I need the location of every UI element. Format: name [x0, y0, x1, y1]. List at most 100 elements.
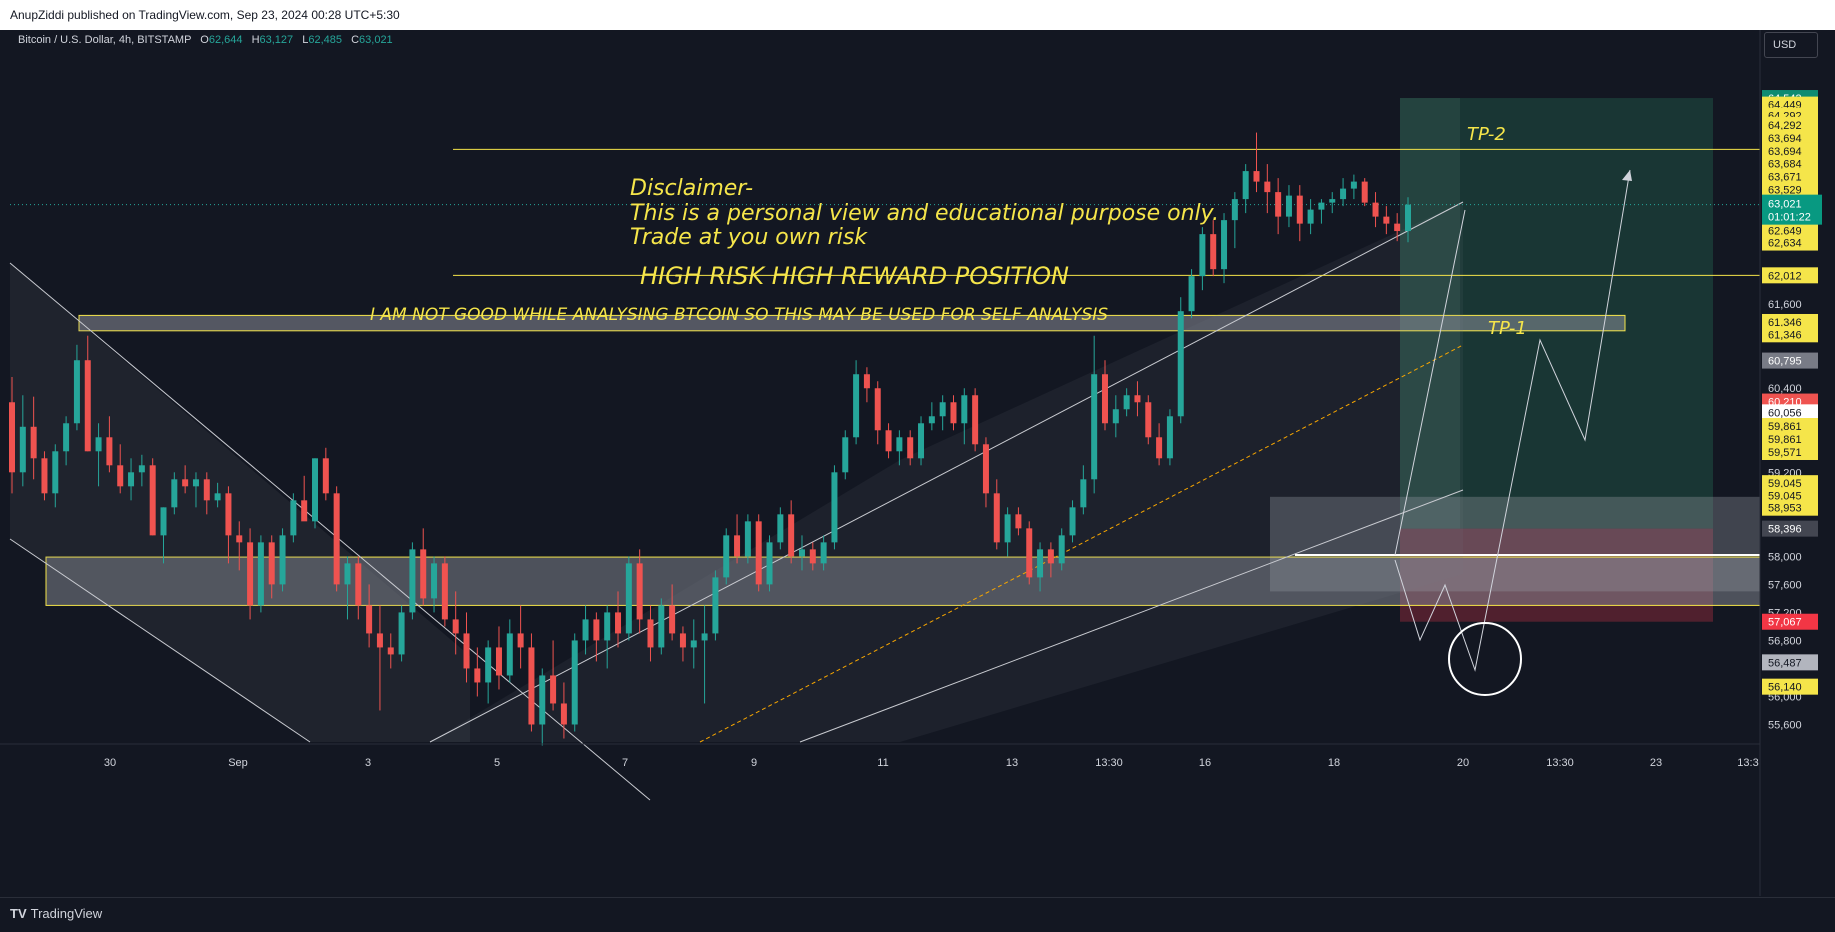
- candle: [1307, 199, 1314, 235]
- price-label: 63,694: [1762, 142, 1818, 159]
- candle: [679, 626, 686, 662]
- price-label-bg: [1762, 267, 1818, 284]
- candle-body: [517, 633, 524, 648]
- candle-body: [744, 521, 751, 557]
- candle-body: [593, 619, 600, 641]
- candle-body: [409, 549, 416, 613]
- candle: [376, 605, 383, 711]
- candle: [495, 626, 502, 690]
- currency-button[interactable]: USD: [1764, 32, 1818, 58]
- candle: [95, 423, 102, 487]
- candle-body: [387, 647, 394, 655]
- subline-text: I AM NOT GOOD WHILE ANALYSING BTCOIN SO …: [370, 305, 1108, 325]
- candle: [907, 430, 914, 466]
- candle: [30, 396, 37, 480]
- candle: [279, 528, 286, 592]
- candle: [301, 475, 308, 522]
- candle-body: [1318, 202, 1325, 210]
- candle-body: [485, 647, 492, 683]
- disclaimer-line1: This is a personal view and educational …: [630, 201, 1219, 226]
- price-label-bg: [1762, 155, 1818, 172]
- candle-body: [290, 500, 297, 536]
- candle-body: [30, 426, 37, 459]
- candle: [560, 682, 567, 739]
- candle: [528, 633, 535, 732]
- candle-body: [658, 605, 665, 648]
- candle-body: [73, 360, 80, 424]
- candle: [441, 556, 448, 627]
- descending-channel-fill: [10, 263, 470, 742]
- price-label: 63,684: [1762, 155, 1818, 172]
- x-tick-label: 11: [877, 757, 888, 769]
- candle-body: [615, 612, 622, 634]
- candle: [669, 584, 676, 641]
- candle-body: [1134, 395, 1141, 403]
- close-value: 63,021: [359, 34, 393, 46]
- price-label-text: 61,346: [1768, 329, 1802, 341]
- candle: [1134, 381, 1141, 417]
- candle: [225, 486, 232, 564]
- candle: [809, 542, 816, 571]
- long-position-shade: [1400, 98, 1460, 529]
- channel-midline: [699, 344, 1464, 743]
- candle: [1145, 395, 1152, 445]
- candle: [117, 444, 124, 494]
- price-label-bg: [1762, 181, 1818, 198]
- candle-body: [117, 465, 124, 487]
- candle-body: [1177, 311, 1184, 417]
- price-label: 59,571: [1762, 443, 1818, 460]
- price-label-bg: [1762, 654, 1818, 671]
- candle-body: [982, 444, 989, 494]
- candle-body: [247, 542, 254, 606]
- x-tick-label: 23: [1650, 757, 1662, 769]
- open-value: 62,644: [208, 34, 243, 46]
- candle-body: [755, 521, 762, 585]
- candle: [1188, 269, 1195, 319]
- x-tick-label: 5: [494, 757, 500, 769]
- price-label-bg: [1762, 520, 1818, 537]
- price-label-text: 56,140: [1768, 682, 1802, 694]
- candle: [1296, 185, 1303, 242]
- candle: [896, 430, 903, 466]
- candle-body: [1156, 437, 1163, 459]
- candle-body: [138, 465, 145, 473]
- entry-zone-box: [1270, 496, 1760, 592]
- headline-text: HIGH RISK HIGH REWARD POSITION: [640, 262, 1069, 290]
- candle: [1285, 185, 1292, 228]
- x-tick-label: 13:3: [1737, 757, 1758, 769]
- footer-bar: TV TradingView: [0, 897, 1835, 932]
- candle: [928, 402, 935, 431]
- price-chart[interactable]: Disclaimer-This is a personal view and e…: [0, 30, 1835, 896]
- candle-body: [907, 437, 914, 459]
- y-tick-label: 58,000: [1768, 551, 1802, 563]
- candle: [431, 556, 438, 613]
- candle: [1221, 213, 1228, 284]
- price-label: 59,045: [1762, 475, 1818, 492]
- candle: [1026, 521, 1033, 585]
- candle: [766, 535, 773, 592]
- x-tick-label: 3: [365, 757, 371, 769]
- candle: [1210, 220, 1217, 277]
- candle-body: [366, 605, 373, 634]
- candle: [106, 416, 113, 473]
- price-label-bg: [1762, 129, 1818, 146]
- candle-body: [1101, 374, 1108, 424]
- candle-body: [128, 472, 135, 487]
- candle: [236, 521, 243, 571]
- symbol-legend: Bitcoin / U.S. Dollar, 4h, BITSTAMP O62,…: [18, 34, 393, 46]
- candle-body: [809, 549, 816, 564]
- price-label-bg: [1762, 168, 1818, 185]
- price-label: 63,694: [1762, 129, 1818, 146]
- candle-body: [1340, 188, 1347, 200]
- candle: [863, 367, 870, 403]
- candle-body: [1264, 181, 1271, 193]
- candle-body: [636, 563, 643, 620]
- candle-body: [734, 535, 741, 557]
- price-label-text: 63,694: [1768, 133, 1802, 145]
- candle: [593, 612, 600, 662]
- candle: [517, 605, 524, 669]
- candle-body: [928, 416, 935, 424]
- price-label-text: 59,861: [1768, 434, 1802, 446]
- tradingview-logo[interactable]: TV TradingView: [10, 906, 102, 921]
- candle: [690, 619, 697, 669]
